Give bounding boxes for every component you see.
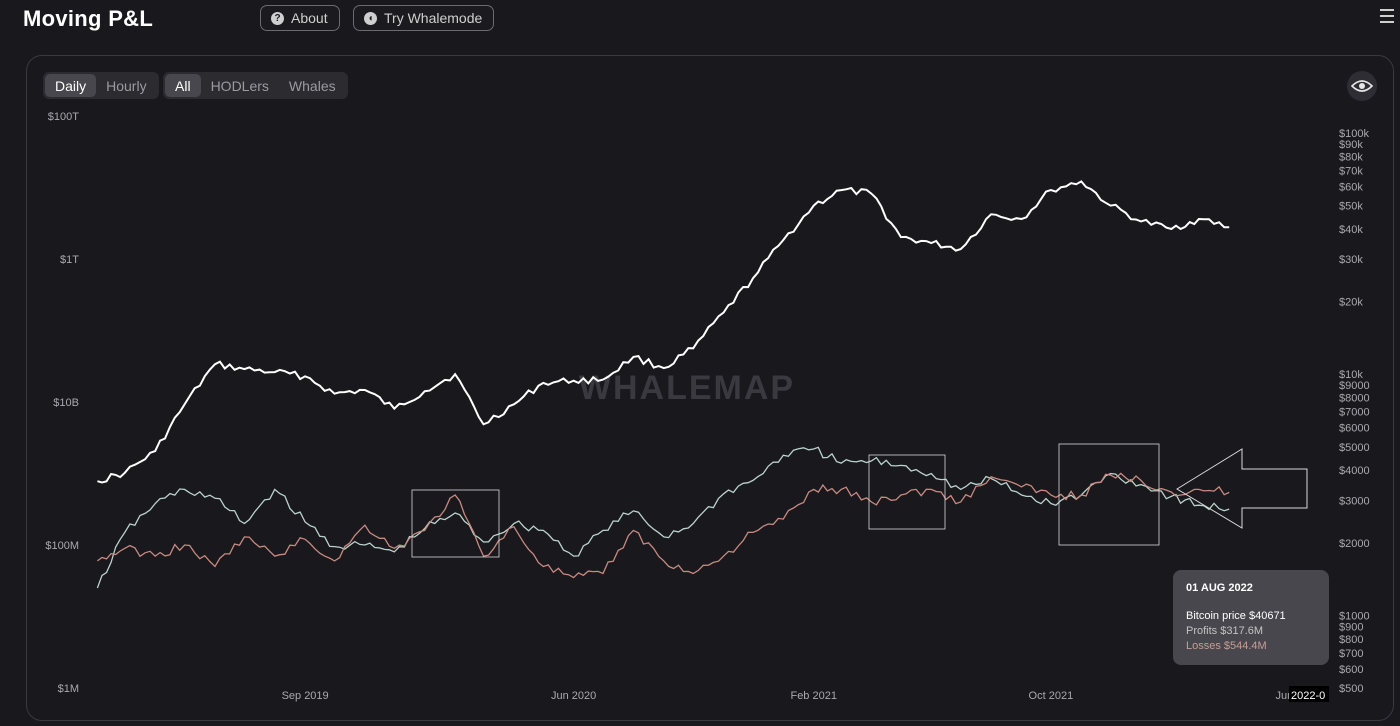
right-axis-tick: $500 — [1339, 683, 1363, 695]
right-axis-tick: $4000 — [1339, 465, 1370, 477]
left-axis-tick: $1M — [58, 683, 79, 695]
cohort-toggle: All HODLers Whales — [163, 72, 348, 99]
x-axis-tick: Oct 2021 — [1029, 690, 1074, 702]
try-whalemode-button[interactable]: ◖ Try Whalemode — [353, 5, 494, 31]
right-axis-tick: $6000 — [1339, 423, 1370, 435]
x-axis-tick: Sep 2019 — [282, 690, 329, 702]
x-axis-tick: 2022-0 — [1291, 690, 1325, 702]
chart-area: WHALEMAP$100T$1T$10B$100M$1M$100k$90k$80… — [45, 111, 1370, 702]
right-axis-tick: $8000 — [1339, 393, 1370, 405]
right-axis-tick: $5000 — [1339, 442, 1370, 454]
right-axis-tick: $9000 — [1339, 380, 1370, 392]
tooltip-losses: Losses $544.4M — [1186, 640, 1267, 652]
interval-toggle: Daily Hourly — [43, 72, 159, 99]
left-axis-tick: $100T — [48, 111, 79, 123]
x-axis-tick: Jun 2020 — [551, 690, 596, 702]
left-axis-tick: $10B — [53, 397, 79, 409]
right-axis-tick: $1000 — [1339, 610, 1370, 622]
annotation-arrow — [1176, 448, 1308, 529]
interval-hourly-tab[interactable]: Hourly — [106, 77, 147, 94]
about-button[interactable]: ? About — [260, 5, 340, 31]
tooltip-profits: Profits $317.6M — [1186, 625, 1264, 637]
right-axis-tick: $80k — [1339, 151, 1363, 163]
right-axis-tick: $90k — [1339, 139, 1363, 151]
right-axis-tick: $800 — [1339, 634, 1363, 646]
whalemode-label: Try Whalemode — [384, 10, 483, 26]
right-axis-tick: $7000 — [1339, 407, 1370, 419]
question-circle-icon: ? — [271, 11, 284, 25]
x-tick-highlight — [1289, 686, 1329, 702]
right-axis-tick: $100k — [1339, 128, 1369, 140]
hamburger-menu-icon[interactable] — [1380, 9, 1394, 27]
annotation-box — [1058, 443, 1160, 546]
chart-panel: WHALEMAP $100T $1T $10B $100M $1M $100k $90k $80… — [26, 55, 1394, 721]
left-axis-tick: $1T — [60, 254, 79, 266]
annotation-box — [868, 454, 946, 530]
cohort-all-tab[interactable]: All — [165, 74, 201, 97]
profits-series-line — [96, 446, 1230, 589]
right-axis-tick: $40k — [1339, 224, 1363, 236]
tooltip-price: Bitcoin price $40671 — [1186, 610, 1286, 622]
right-axis-tick: $3000 — [1339, 495, 1370, 507]
whale-icon: ◖ — [364, 11, 377, 25]
right-axis-tick: $900 — [1339, 621, 1363, 633]
about-label: About — [291, 10, 328, 26]
cohort-hodlers-tab[interactable]: HODLers — [210, 77, 269, 94]
right-axis-tick: $50k — [1339, 201, 1363, 213]
right-axis-tick: $70k — [1339, 165, 1363, 177]
cohort-whales-tab[interactable]: Whales — [288, 77, 336, 94]
left-axis-tick: $100M — [45, 540, 79, 552]
annotation-box — [411, 489, 500, 558]
top-bar: Moving P&L ? About ◖ Try Whalemode — [0, 0, 1400, 40]
interval-daily-tab[interactable]: Daily — [45, 74, 97, 97]
right-axis-tick: $10k — [1339, 369, 1363, 381]
app-title: Moving P&L — [23, 6, 154, 31]
right-axis-tick: $2000 — [1339, 538, 1370, 550]
eye-icon — [1351, 80, 1373, 92]
tooltip-date: 01 AUG 2022 — [1186, 582, 1253, 594]
watermark-text: WHALEMAP — [579, 369, 795, 407]
visibility-toggle[interactable] — [1347, 71, 1377, 101]
x-axis-tick: Feb 2021 — [790, 690, 836, 702]
hover-tooltip: 01 AUG 2022 Bitcoin price $40671 Profits… — [1173, 570, 1329, 665]
right-axis-tick: $30k — [1339, 254, 1363, 266]
right-axis-tick: $20k — [1339, 297, 1363, 309]
right-axis-tick: $60k — [1339, 182, 1363, 194]
right-axis-tick: $600 — [1339, 664, 1363, 676]
losses-series-line — [97, 472, 1230, 579]
right-axis-tick: $700 — [1339, 648, 1363, 660]
price-series-line — [97, 180, 1230, 484]
